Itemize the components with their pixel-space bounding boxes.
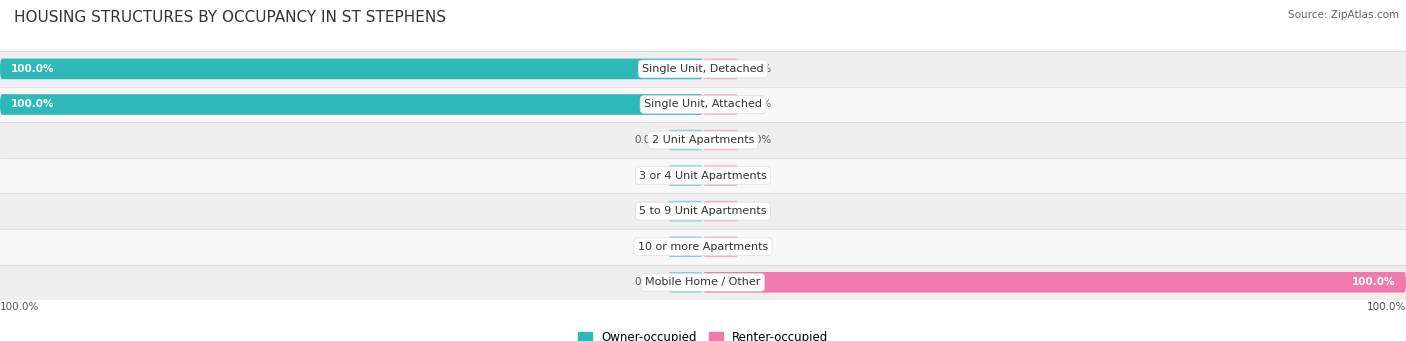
FancyBboxPatch shape [0, 158, 1406, 193]
Text: Single Unit, Attached: Single Unit, Attached [644, 100, 762, 109]
Text: Single Unit, Detached: Single Unit, Detached [643, 64, 763, 74]
Text: 100.0%: 100.0% [10, 64, 53, 74]
Text: 100.0%: 100.0% [1353, 277, 1395, 287]
FancyBboxPatch shape [703, 94, 738, 115]
Text: 10 or more Apartments: 10 or more Apartments [638, 242, 768, 252]
Text: 0.0%: 0.0% [745, 135, 772, 145]
Text: 0.0%: 0.0% [745, 64, 772, 74]
FancyBboxPatch shape [668, 130, 703, 150]
FancyBboxPatch shape [668, 201, 703, 222]
Text: 0.0%: 0.0% [634, 242, 661, 252]
FancyBboxPatch shape [0, 51, 1406, 87]
FancyBboxPatch shape [703, 201, 738, 222]
FancyBboxPatch shape [703, 236, 738, 257]
FancyBboxPatch shape [703, 165, 738, 186]
Text: 0.0%: 0.0% [745, 206, 772, 216]
FancyBboxPatch shape [703, 130, 738, 150]
FancyBboxPatch shape [0, 122, 1406, 158]
FancyBboxPatch shape [0, 193, 1406, 229]
FancyBboxPatch shape [0, 87, 1406, 122]
FancyBboxPatch shape [668, 236, 703, 257]
Text: 0.0%: 0.0% [745, 100, 772, 109]
Text: 0.0%: 0.0% [634, 135, 661, 145]
Legend: Owner-occupied, Renter-occupied: Owner-occupied, Renter-occupied [572, 326, 834, 341]
FancyBboxPatch shape [0, 265, 1406, 300]
Text: Mobile Home / Other: Mobile Home / Other [645, 277, 761, 287]
Text: 0.0%: 0.0% [745, 170, 772, 181]
Text: 100.0%: 100.0% [0, 302, 39, 312]
Text: Source: ZipAtlas.com: Source: ZipAtlas.com [1288, 10, 1399, 20]
FancyBboxPatch shape [0, 94, 703, 115]
Text: 5 to 9 Unit Apartments: 5 to 9 Unit Apartments [640, 206, 766, 216]
FancyBboxPatch shape [668, 165, 703, 186]
Text: 0.0%: 0.0% [745, 242, 772, 252]
Text: 0.0%: 0.0% [634, 277, 661, 287]
FancyBboxPatch shape [703, 272, 1406, 293]
FancyBboxPatch shape [703, 59, 738, 79]
Text: HOUSING STRUCTURES BY OCCUPANCY IN ST STEPHENS: HOUSING STRUCTURES BY OCCUPANCY IN ST ST… [14, 10, 446, 25]
Text: 2 Unit Apartments: 2 Unit Apartments [652, 135, 754, 145]
Text: 3 or 4 Unit Apartments: 3 or 4 Unit Apartments [640, 170, 766, 181]
FancyBboxPatch shape [0, 229, 1406, 265]
Text: 0.0%: 0.0% [634, 206, 661, 216]
Text: 0.0%: 0.0% [634, 170, 661, 181]
Text: 100.0%: 100.0% [10, 100, 53, 109]
Text: 100.0%: 100.0% [1367, 302, 1406, 312]
FancyBboxPatch shape [0, 59, 703, 79]
FancyBboxPatch shape [668, 272, 703, 293]
